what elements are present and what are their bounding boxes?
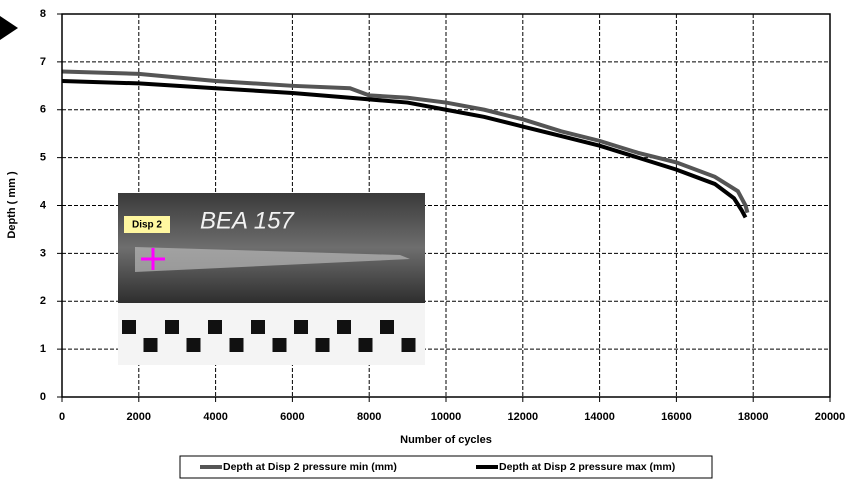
series-line	[61, 79, 748, 219]
y-tick-label: 2	[40, 295, 46, 307]
y-tick-label: 7	[40, 56, 46, 68]
photo-label-box	[124, 216, 170, 233]
ruler-check	[186, 338, 201, 352]
x-tick-label: 20000	[815, 411, 846, 423]
x-tick-label: 4000	[203, 411, 227, 423]
ruler-check	[165, 320, 179, 334]
x-axis-label: Number of cycles	[400, 434, 492, 446]
x-tick-label: 12000	[508, 411, 539, 423]
y-tick-label: 1	[40, 343, 46, 355]
ruler-check	[208, 320, 222, 334]
x-tick-label: 16000	[661, 411, 692, 423]
series-line	[61, 69, 750, 214]
photo-label: Disp 2	[132, 220, 162, 231]
ruler-check	[272, 338, 287, 352]
y-tick-label: 0	[40, 391, 46, 403]
ruler-check	[337, 320, 351, 334]
ruler-check	[358, 338, 373, 352]
x-tick-label: 8000	[357, 411, 381, 423]
x-tick-label: 0	[59, 411, 65, 423]
photo-background	[118, 193, 425, 303]
x-tick-label: 18000	[738, 411, 769, 423]
y-tick-label: 8	[40, 8, 46, 20]
ruler-check	[294, 320, 308, 334]
photo-marker	[141, 248, 165, 270]
legend	[179, 455, 713, 479]
ruler-checks	[122, 320, 416, 352]
y-tick-label: 3	[40, 247, 46, 259]
ruler-check	[143, 338, 158, 352]
legend-label: Depth at Disp 2 pressure min (mm)	[223, 461, 397, 473]
y-tick-label: 5	[40, 152, 46, 164]
plot: 0 1 2 3 4 5 6 7 8 0 2000 4000 6000 8000 10000 12000 1400…	[40, 8, 845, 423]
legend-label: Depth at Disp 2 pressure max (mm)	[499, 461, 675, 473]
photo-caption: BEA 157	[200, 207, 295, 234]
y-tick-label: 6	[40, 104, 46, 116]
y-axis-label: Depth ( mm )	[6, 171, 18, 239]
x-tick-label: 2000	[127, 411, 151, 423]
x-tick-label: 6000	[280, 411, 304, 423]
photo-ruler	[118, 303, 425, 365]
photo-inset: Disp 2 BEA 157	[118, 193, 425, 365]
x-tick-label: 10000	[431, 411, 462, 423]
ruler-check	[251, 320, 265, 334]
x-tick-label: 14000	[584, 411, 615, 423]
plot-frame	[61, 13, 831, 398]
legend-items: Depth at Disp 2 pressure min (mm) Depth a…	[200, 461, 675, 473]
photo-specimen	[135, 247, 410, 272]
arrow-icon	[0, 16, 18, 40]
ruler-check	[315, 338, 330, 352]
y-tick-label: 4	[40, 199, 47, 211]
ruler-check	[122, 320, 136, 334]
ruler-check	[380, 320, 394, 334]
ruler-check	[401, 338, 416, 352]
ruler-check	[229, 338, 244, 352]
